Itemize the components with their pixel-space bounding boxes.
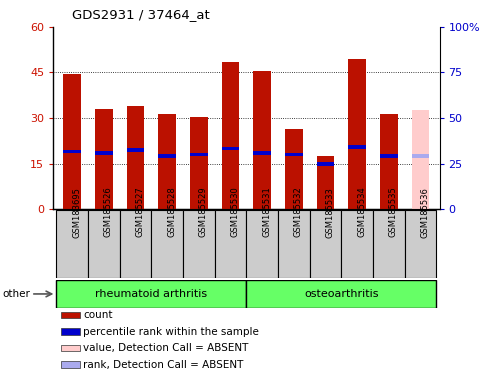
Bar: [373, 210, 405, 278]
Bar: [190, 117, 208, 209]
Bar: [158, 114, 176, 209]
Text: GDS2931 / 37464_at: GDS2931 / 37464_at: [72, 8, 210, 21]
Bar: [285, 129, 302, 209]
Bar: [317, 156, 334, 209]
Text: GSM185527: GSM185527: [135, 187, 144, 237]
Bar: [63, 74, 81, 209]
Bar: [380, 114, 398, 209]
Bar: [95, 109, 113, 209]
Bar: [158, 154, 176, 158]
Bar: [317, 162, 334, 166]
Bar: [88, 210, 120, 278]
Bar: [57, 210, 88, 278]
Text: GSM185530: GSM185530: [230, 187, 240, 237]
Bar: [214, 210, 246, 278]
Bar: [412, 154, 429, 158]
Bar: [61, 361, 80, 368]
Bar: [278, 210, 310, 278]
Bar: [254, 151, 271, 155]
Bar: [222, 147, 239, 150]
Bar: [63, 150, 81, 153]
Bar: [183, 210, 214, 278]
Text: GSM185531: GSM185531: [262, 187, 271, 237]
Text: count: count: [84, 310, 113, 320]
Text: GSM185535: GSM185535: [389, 187, 398, 237]
Text: GSM185528: GSM185528: [167, 187, 176, 237]
Bar: [285, 153, 302, 156]
Bar: [310, 210, 341, 278]
Bar: [190, 153, 208, 156]
Bar: [246, 280, 436, 308]
Bar: [348, 59, 366, 209]
Text: GSM185532: GSM185532: [294, 187, 303, 237]
Bar: [254, 71, 271, 209]
Text: GSM185533: GSM185533: [326, 187, 335, 238]
Text: other: other: [2, 289, 30, 299]
Bar: [61, 345, 80, 351]
Text: GSM185526: GSM185526: [104, 187, 113, 237]
Text: GSM185534: GSM185534: [357, 187, 366, 237]
Bar: [412, 111, 429, 209]
Text: rank, Detection Call = ABSENT: rank, Detection Call = ABSENT: [84, 359, 244, 369]
Bar: [222, 62, 239, 209]
Text: value, Detection Call = ABSENT: value, Detection Call = ABSENT: [84, 343, 249, 353]
Text: GSM185536: GSM185536: [421, 187, 429, 238]
Bar: [348, 145, 366, 149]
Bar: [341, 210, 373, 278]
Bar: [95, 151, 113, 155]
Bar: [61, 328, 80, 335]
Bar: [151, 210, 183, 278]
Bar: [127, 148, 144, 152]
Text: percentile rank within the sample: percentile rank within the sample: [84, 326, 259, 337]
Text: osteoarthritis: osteoarthritis: [304, 289, 379, 299]
Bar: [380, 154, 398, 158]
Bar: [120, 210, 151, 278]
Bar: [57, 280, 246, 308]
Bar: [61, 312, 80, 318]
Bar: [405, 210, 436, 278]
Text: GSM183695: GSM183695: [72, 187, 81, 238]
Bar: [246, 210, 278, 278]
Text: GSM185529: GSM185529: [199, 187, 208, 237]
Bar: [127, 106, 144, 209]
Text: rheumatoid arthritis: rheumatoid arthritis: [95, 289, 207, 299]
